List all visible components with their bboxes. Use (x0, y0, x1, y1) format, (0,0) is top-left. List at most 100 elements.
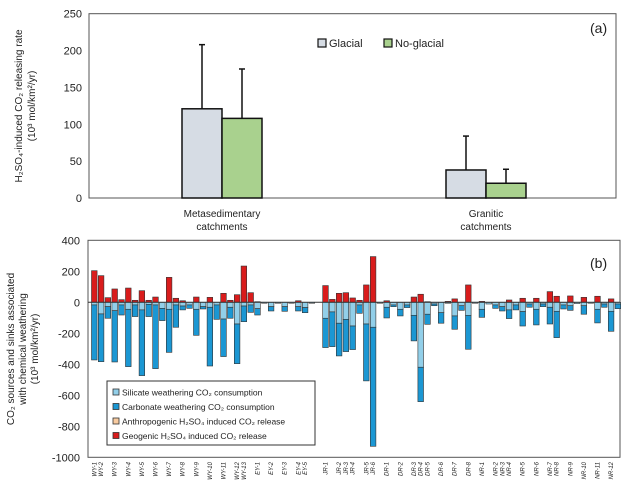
bar-carbonate (247, 304, 254, 313)
panel-b-ylabel-line1: CO₂ sources and sinks associated (6, 273, 17, 425)
bar-group (342, 292, 350, 352)
y-tick-label: 0 (76, 193, 82, 205)
bar-silicate (424, 301, 431, 315)
bar-group (383, 300, 390, 319)
x-tick-label: DR-8 (466, 461, 472, 476)
bar-carbonate (560, 304, 567, 310)
bar-no-glacial (485, 182, 527, 199)
x-tick-label: NR-5 (521, 461, 527, 476)
bar-silicate (533, 301, 540, 310)
bar-group (349, 297, 356, 350)
bar-group (580, 297, 587, 315)
bar-silicate (410, 301, 418, 316)
bar-geogenic (410, 296, 418, 303)
bar-silicate (342, 301, 350, 320)
x-tick-label: NR-9 (568, 461, 574, 476)
x-tick-label: WY-12 (235, 461, 241, 480)
bar-group (152, 296, 159, 369)
bar-silicate (125, 301, 132, 310)
bar-group (227, 299, 234, 319)
x-tick-label: NR-12 (609, 461, 615, 479)
bar-group (220, 293, 227, 357)
bar-carbonate (410, 315, 418, 342)
bar-geogenic (546, 291, 553, 303)
bar-group (594, 295, 601, 324)
x-tick-label: NR-6 (534, 461, 540, 476)
bar-silicate (301, 301, 309, 308)
bar-group (492, 301, 499, 309)
bar-silicate (111, 301, 118, 311)
x-tick-label: JR-5 (364, 461, 370, 475)
x-tick-label: DR-1 (385, 462, 391, 476)
bar-carbonate (335, 322, 343, 357)
bar-group (478, 301, 486, 318)
bar-silicate (227, 301, 234, 308)
bar-group (91, 270, 98, 361)
bar-carbonate (193, 308, 200, 336)
x-tick-label: WY-13 (242, 461, 248, 480)
bar-group (526, 301, 533, 308)
legend-swatch (112, 403, 120, 410)
bar-carbonate (329, 311, 336, 347)
bar-geogenic (349, 297, 356, 303)
bar-geogenic (111, 288, 118, 303)
y-tick-label: 100 (64, 119, 82, 131)
bar-carbonate (213, 304, 220, 320)
bar-silicate (465, 301, 472, 316)
bar-group (254, 301, 261, 316)
legend-swatch (317, 38, 327, 48)
x-tick-label: NR-11 (596, 462, 602, 479)
bar-carbonate (349, 325, 356, 350)
bar-carbonate (526, 303, 533, 308)
bar-group (186, 301, 193, 309)
x-tick-label: NR-10 (582, 461, 588, 479)
legend-label: No-glacial (395, 38, 444, 50)
legend-label: Silicate weathering CO₂ consumption (122, 388, 263, 398)
y-tick-label: 250 (64, 9, 82, 21)
bar-geogenic (152, 296, 159, 303)
bar-carbonate (186, 304, 193, 309)
bar-carbonate (519, 311, 526, 327)
x-tick-label: EY-3 (283, 461, 289, 475)
bar-silicate (437, 301, 445, 313)
bar-carbonate (424, 313, 431, 325)
bar-silicate (98, 301, 105, 315)
panel-a-label: (a) (590, 20, 607, 36)
bar-silicate (254, 301, 261, 309)
bar-silicate (281, 301, 288, 307)
bar-carbonate (417, 366, 424, 402)
y-tick-label: -400 (58, 359, 80, 371)
bar-silicate (104, 301, 111, 307)
bar-carbonate (553, 310, 560, 338)
bar-group (363, 284, 370, 382)
y-tick-label: 150 (64, 82, 82, 94)
bar-silicate (451, 301, 458, 317)
bar-group (390, 301, 397, 307)
y-tick-label: -200 (58, 328, 80, 340)
bar-carbonate (342, 319, 350, 352)
panel-b-plot-frame (87, 239, 621, 458)
bar-carbonate (356, 304, 363, 314)
x-tick-label: NR-8 (555, 461, 561, 476)
bar-silicate (363, 301, 370, 325)
bar-group (329, 299, 336, 347)
bar-silicate (594, 301, 601, 310)
bar-carbonate (369, 326, 377, 447)
x-tick-label: JR-4 (351, 461, 357, 475)
bar-group (111, 288, 118, 363)
bar-carbonate (601, 303, 608, 308)
bar-carbonate (567, 305, 574, 311)
bar-carbonate (91, 304, 98, 361)
bar-group (539, 301, 547, 307)
bar-silicate (553, 301, 560, 312)
bar-silicate (417, 301, 424, 368)
bar-geogenic (98, 275, 105, 303)
y-tick-label: -800 (58, 421, 80, 433)
bar-silicate (335, 301, 343, 324)
legend-swatch (112, 432, 120, 439)
bar-carbonate (437, 312, 445, 324)
panel-a: (a) H₂SO₄-induced CO₂ releasing rate (10… (14, 9, 617, 233)
bar-group (200, 301, 207, 310)
bar-geogenic (138, 290, 146, 303)
bar-silicate (193, 301, 200, 310)
